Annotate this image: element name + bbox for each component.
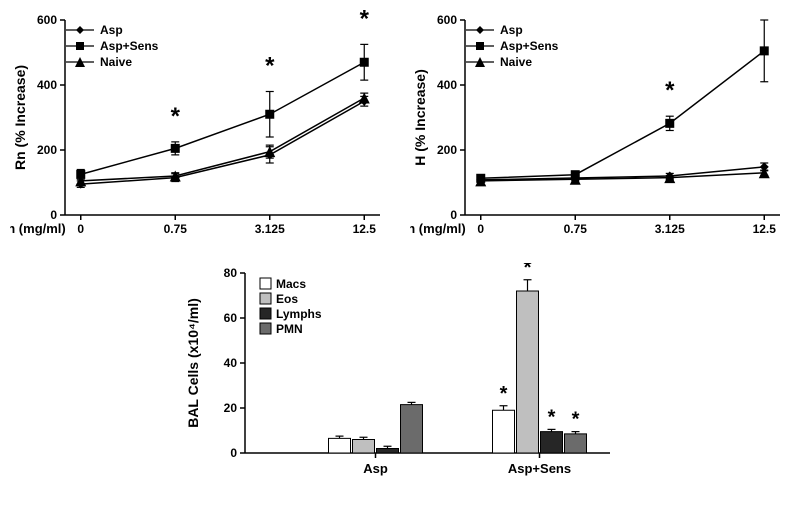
- svg-text:Naive: Naive: [100, 55, 132, 69]
- svg-text:12.5: 12.5: [353, 222, 377, 236]
- svg-text:3.125: 3.125: [255, 222, 285, 236]
- svg-text:*: *: [360, 10, 370, 32]
- svg-text:0.75: 0.75: [564, 222, 588, 236]
- svg-text:Asp: Asp: [500, 23, 523, 37]
- svg-text:BAL Cells (x10⁴/ml): BAL Cells (x10⁴/ml): [185, 298, 201, 428]
- svg-text:0: 0: [450, 208, 457, 222]
- panel-rn: 0 200 400 600 Rn (% Increase) 0 0.75 3.125 12.5 M…: [10, 10, 390, 255]
- bottom-row: 0 20 40 60 80 BAL Cells (x10⁴/ml) Asp * * * * Asp+S…: [10, 263, 790, 488]
- svg-text:0: 0: [77, 222, 84, 236]
- panel-h: 0 200 400 600 H (% Increase) 0 0.75 3.125 12.5 Mc…: [410, 10, 790, 255]
- svg-text:0: 0: [477, 222, 484, 236]
- svg-text:*: *: [265, 53, 275, 80]
- svg-text:*: *: [665, 77, 675, 104]
- svg-text:80: 80: [224, 266, 238, 280]
- svg-text:0: 0: [50, 208, 57, 222]
- svg-text:Macs: Macs: [276, 277, 306, 291]
- rn-chart: 0 200 400 600 Rn (% Increase) 0 0.75 3.125 12.5 M…: [10, 10, 390, 255]
- svg-text:400: 400: [37, 78, 57, 92]
- svg-text:Asp: Asp: [363, 461, 388, 476]
- svg-text:600: 600: [37, 13, 57, 27]
- svg-text:0: 0: [230, 446, 237, 460]
- svg-text:*: *: [171, 103, 181, 130]
- svg-text:Asp+Sens: Asp+Sens: [500, 39, 559, 53]
- svg-text:Asp: Asp: [100, 23, 123, 37]
- svg-text:0.75: 0.75: [164, 222, 188, 236]
- svg-text:PMN: PMN: [276, 322, 303, 336]
- svg-text:Lymphs: Lymphs: [276, 307, 322, 321]
- svg-text:3.125: 3.125: [655, 222, 685, 236]
- svg-text:60: 60: [224, 311, 238, 325]
- panel-bal: 0 20 40 60 80 BAL Cells (x10⁴/ml) Asp * * * * Asp+S…: [180, 263, 620, 488]
- svg-text:20: 20: [224, 401, 238, 415]
- svg-text:600: 600: [437, 13, 457, 27]
- svg-text:Mch (mg/ml): Mch (mg/ml): [410, 221, 466, 236]
- svg-text:400: 400: [437, 78, 457, 92]
- svg-text:*: *: [500, 383, 508, 405]
- svg-text:H (% Increase): H (% Increase): [412, 69, 428, 165]
- svg-text:Naive: Naive: [500, 55, 532, 69]
- svg-text:Mch (mg/ml): Mch (mg/ml): [10, 221, 66, 236]
- svg-text:*: *: [572, 409, 580, 431]
- top-row: 0 200 400 600 Rn (% Increase) 0 0.75 3.125 12.5 M…: [10, 10, 790, 255]
- figure: 0200400600Rn (% Increase)00.753.12512.5M…: [10, 10, 790, 498]
- svg-text:Asp+Sens: Asp+Sens: [508, 461, 571, 476]
- svg-text:12.5: 12.5: [753, 222, 777, 236]
- svg-text:Rn (% Increase): Rn (% Increase): [12, 65, 28, 170]
- svg-text:200: 200: [437, 143, 457, 157]
- svg-text:200: 200: [37, 143, 57, 157]
- svg-text:*: *: [548, 406, 556, 428]
- svg-text:40: 40: [224, 356, 238, 370]
- h-chart: 0 200 400 600 H (% Increase) 0 0.75 3.125 12.5 Mc…: [410, 10, 790, 255]
- svg-text:Asp+Sens: Asp+Sens: [100, 39, 159, 53]
- bal-chart: 0 20 40 60 80 BAL Cells (x10⁴/ml) Asp * * * * Asp+S…: [180, 263, 620, 488]
- svg-text:Eos: Eos: [276, 292, 298, 306]
- svg-text:*: *: [524, 263, 532, 279]
